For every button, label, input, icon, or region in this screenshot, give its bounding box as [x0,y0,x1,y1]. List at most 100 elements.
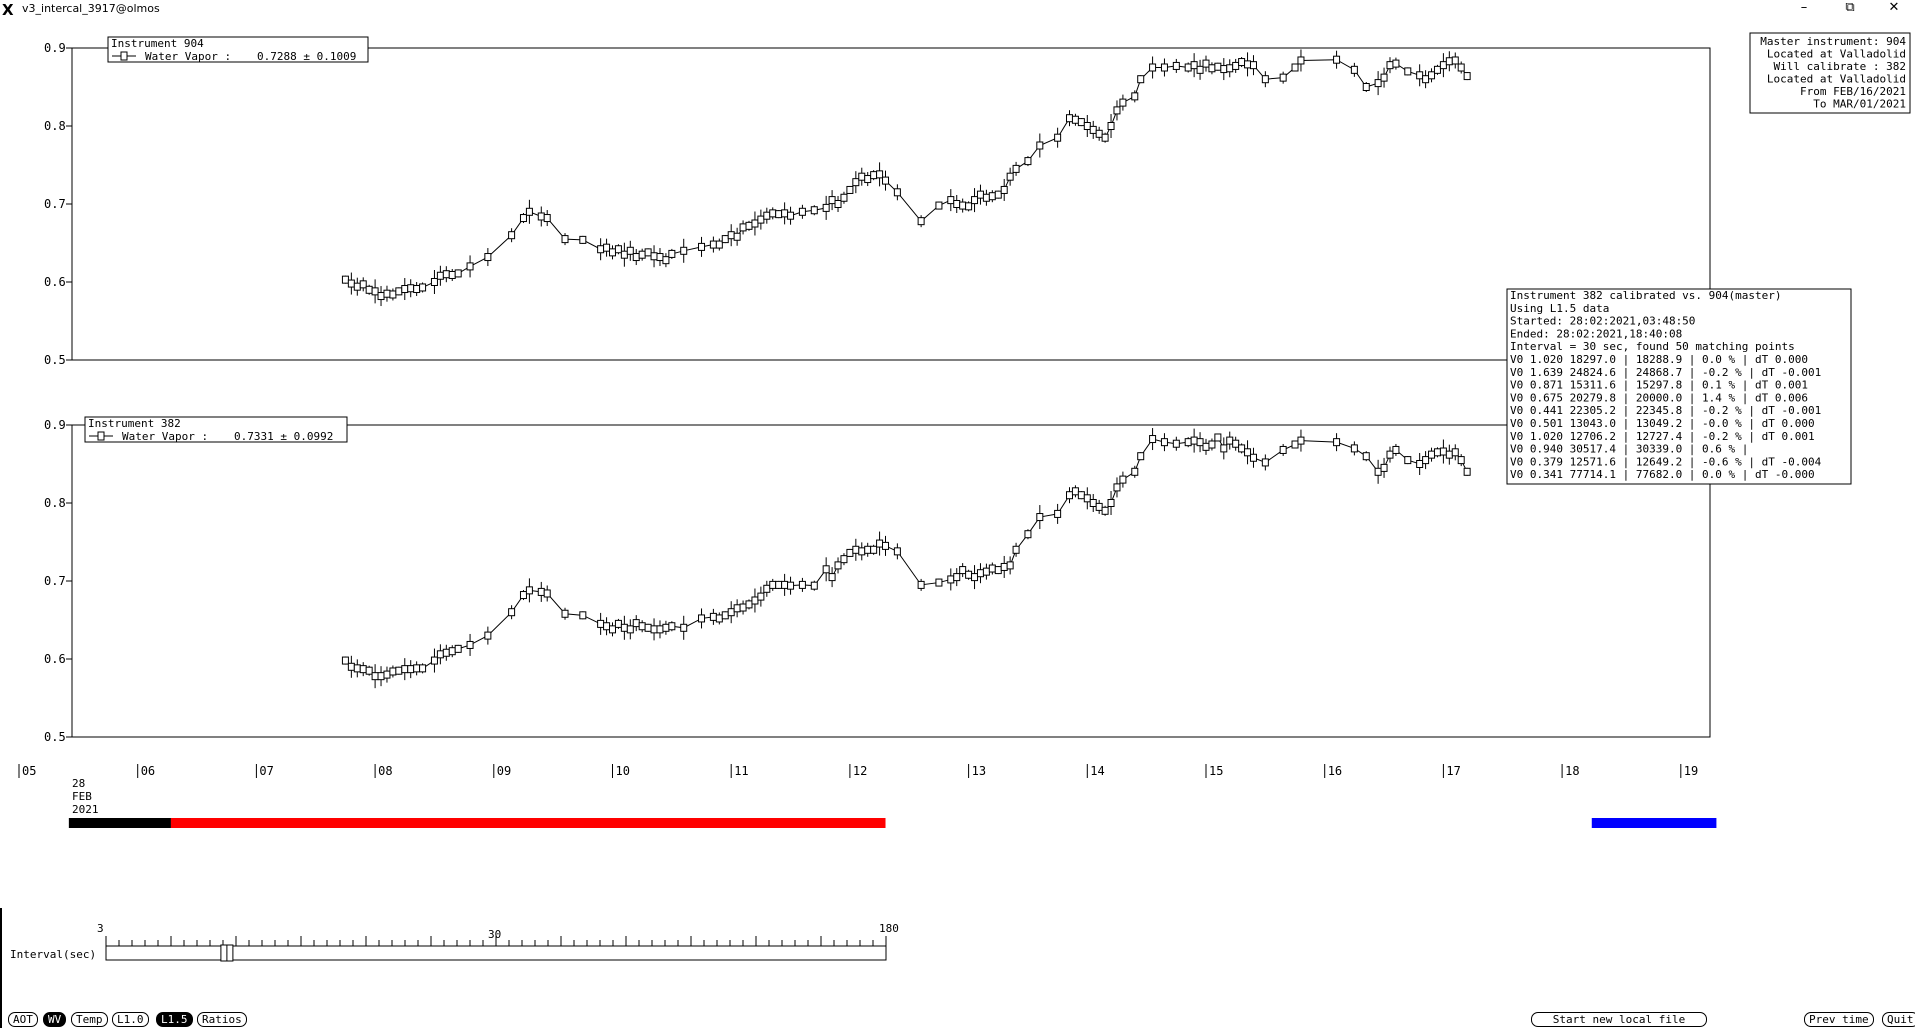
data-point [1374,467,1382,476]
time-tick-label: 19 [1684,764,1698,778]
data-point [537,587,545,596]
time-tick-label: 12 [853,764,867,778]
data-point [1107,499,1115,507]
calib-line: V0 0.501 13043.0 | 13049.2 | -0.0 % | dT… [1510,417,1815,430]
data-point [1071,115,1079,124]
restore-icon[interactable]: ⧉ [1845,0,1855,15]
minimize-icon[interactable]: – [1800,0,1808,15]
time-range-bar[interactable] [170,818,886,828]
data-point [620,250,628,259]
data-point [709,612,717,621]
data-point [1404,67,1412,76]
data-point [1428,450,1436,459]
data-point [383,289,391,298]
data-point [1226,436,1234,445]
data-point [1386,450,1394,459]
quit-button[interactable]: Quit [1882,1012,1915,1027]
calib-line: V0 0.940 30517.4 | 30339.0 | 0.6 % | [1510,443,1748,456]
ratios-button[interactable]: Ratios [197,1012,247,1027]
data-point [1220,444,1228,453]
data-point [715,240,723,249]
data-point [769,209,777,218]
data-point [1065,491,1073,500]
data-point [466,262,474,271]
data-point [959,201,967,210]
data-point [810,581,818,590]
data-point [1000,185,1008,194]
wv-button[interactable]: WV [43,1012,67,1027]
data-point [1226,64,1234,73]
info-line: Will calibrate : 382 [1774,60,1906,73]
data-point [1291,440,1299,449]
data-point [1333,55,1341,64]
legend-marker-icon [120,51,128,61]
calib-line: Interval = 30 sec, found 50 matching poi… [1510,340,1795,353]
data-point [365,666,373,675]
calib-line: V0 0.871 15311.6 | 15297.8 | 0.1 % | dT … [1510,379,1808,392]
data-point [971,573,979,582]
temp-button[interactable]: Temp [71,1012,108,1027]
legend-label: Water Vapor : [145,50,231,63]
data-point [965,202,973,211]
data-point [1000,562,1008,571]
data-point [430,656,438,665]
data-point [822,203,830,212]
data-point [876,539,884,548]
data-point [1184,63,1192,72]
time-range-bar[interactable] [68,818,171,828]
data-point [1196,438,1204,447]
data-point [508,608,516,617]
series-line [345,59,1468,297]
data-point [994,190,1002,199]
data-point [846,185,854,194]
legend-box [107,36,369,63]
data-point [407,665,415,674]
data-point [1445,450,1453,459]
slider-max-label: 180 [879,922,899,935]
data-point [775,580,783,589]
data-point [389,667,397,676]
close-icon[interactable]: ✕ [1888,0,1900,15]
start-new-local-file-button[interactable]: Start new local file [1531,1012,1707,1027]
data-point [698,242,706,251]
data-point [1101,506,1109,515]
data-point [609,625,616,634]
calib-line: V0 0.341 77714.1 | 77682.0 | 0.0 % | dT … [1510,468,1815,481]
data-point [1422,456,1430,465]
data-point [1119,475,1127,484]
data-point [359,665,367,674]
info-line: Located at Valladolid [1767,73,1906,86]
data-point [1416,71,1424,80]
data-point [413,664,421,673]
data-point [846,548,854,557]
l15-button[interactable]: L1.5 [156,1012,193,1027]
data-point [662,623,670,632]
data-point [1445,57,1453,66]
data-point [680,246,688,255]
data-point [1083,494,1091,503]
interval-slider[interactable]: Interval(sec) 3 30 180 [10,922,899,962]
time-range-bar[interactable] [1591,818,1717,828]
data-point [1380,463,1388,472]
slider-thumb[interactable] [220,944,234,962]
calib-line: V0 0.441 22305.2 | 22345.8 | -0.2 % | dT… [1510,404,1821,417]
time-bars[interactable] [68,818,1717,828]
x-logo-icon: X [2,1,14,19]
data-point [1184,438,1192,447]
data-point [454,644,462,653]
aot-button[interactable]: AOT [8,1012,38,1027]
data-point [1404,456,1412,465]
l10-button[interactable]: L1.0 [112,1012,149,1027]
prev-time-button[interactable]: Prev time [1804,1012,1874,1027]
data-point [603,622,611,631]
data-point [1279,73,1287,82]
data-point [988,192,996,201]
data-point [1362,452,1370,461]
chart-panel-904: 0.9 0.8 0.7 0.6 0.5 Instrument 904 Water Vap… [44,36,1711,367]
data-point [1190,436,1198,445]
data-point [620,623,628,632]
data-point [1232,439,1240,448]
calib-line: Started: 28:02:2021,03:48:50 [1510,315,1695,328]
calib-line: Using L1.5 data [1510,302,1609,315]
y-tick-label: 0.7 [44,574,66,588]
